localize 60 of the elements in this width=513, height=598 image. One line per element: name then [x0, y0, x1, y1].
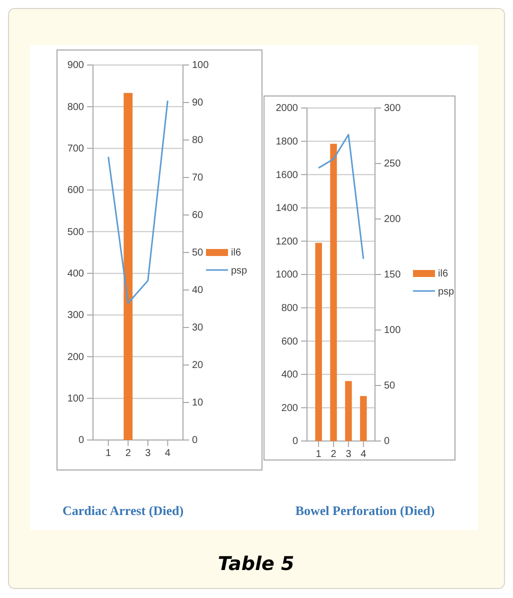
- legend-label: il6: [231, 248, 242, 258]
- y-tick-label: 1600: [276, 170, 298, 181]
- bar: [360, 396, 367, 441]
- y2-tick-label: 150: [384, 270, 402, 281]
- y-tick-label: 200: [281, 402, 298, 414]
- y2-tick-label: 20: [192, 360, 204, 372]
- y-tick-label: 400: [281, 370, 298, 381]
- legend-label: psp: [231, 266, 248, 276]
- bar: [345, 381, 352, 441]
- y2-tick-label: 300: [384, 103, 402, 114]
- legend-label: il6: [438, 268, 448, 280]
- y2-tick-label: 50: [384, 380, 396, 392]
- x-tick-label: 4: [360, 449, 367, 460]
- y-tick-label: 0: [78, 435, 84, 446]
- y2-tick-label: 70: [192, 172, 204, 184]
- line-series: [108, 100, 168, 304]
- y-tick-label: 800: [281, 303, 298, 314]
- x-axis-title: Bowel Perforation (Died): [295, 503, 435, 518]
- y2-tick-label: 40: [192, 285, 204, 296]
- x-tick-label: 3: [346, 449, 352, 460]
- y2-tick-label: 50: [192, 248, 204, 259]
- y-tick-label: 1200: [276, 236, 298, 248]
- y-tick-label: 600: [67, 185, 84, 196]
- y-tick-label: 200: [67, 352, 84, 363]
- x-tick-label: 2: [125, 448, 132, 460]
- y-tick-label: 1000: [276, 270, 298, 281]
- y-tick-label: 500: [67, 226, 84, 238]
- y-tick-label: 800: [67, 102, 84, 113]
- y-tick-label: 0: [292, 436, 298, 448]
- x-tick-label: 3: [145, 448, 152, 460]
- y2-tick-label: 90: [192, 98, 204, 109]
- bar: [330, 144, 337, 441]
- y2-tick-label: 0: [192, 435, 198, 446]
- x-tick-label: 2: [330, 449, 337, 460]
- x-axis-title: Cardiac Arrest (Died): [62, 503, 184, 518]
- legend-label: psp: [438, 286, 455, 298]
- text: Table 5: [218, 553, 294, 575]
- y2-tick-label: 30: [192, 322, 204, 334]
- y2-tick-label: 0: [384, 436, 390, 448]
- y-tick-label: 700: [67, 144, 84, 155]
- y2-tick-label: 200: [384, 214, 402, 226]
- x-tick-label: 4: [164, 448, 171, 460]
- y-tick-label: 1400: [276, 203, 298, 214]
- y2-tick-label: 100: [384, 325, 402, 336]
- y-tick-label: 900: [67, 60, 84, 72]
- y2-tick-label: 80: [192, 135, 204, 146]
- y-tick-label: 2000: [276, 103, 298, 114]
- y2-tick-label: 10: [192, 398, 204, 409]
- y2-tick-label: 250: [384, 158, 402, 170]
- y2-tick-label: 100: [192, 60, 210, 72]
- y-tick-label: 600: [281, 336, 298, 348]
- y-tick-label: 100: [67, 394, 84, 405]
- y-tick-label: 1800: [276, 136, 298, 148]
- x-tick-label: 1: [316, 449, 322, 460]
- y2-tick-label: 60: [192, 210, 204, 222]
- x-tick-label: 1: [106, 448, 112, 460]
- bar: [315, 242, 322, 441]
- y-tick-label: 300: [67, 310, 84, 322]
- y-tick-label: 400: [67, 268, 84, 280]
- line-series: [318, 134, 364, 260]
